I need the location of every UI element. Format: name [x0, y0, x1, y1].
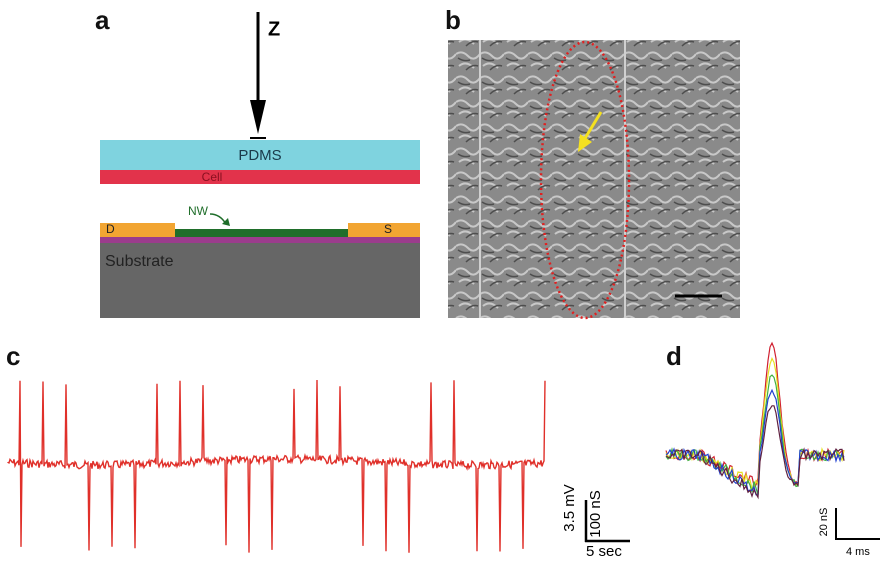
layer-label: D	[106, 222, 115, 236]
scale-label: 4 ms	[846, 546, 870, 558]
scale-label: 3.5 mV	[561, 484, 578, 532]
overlay-trace	[666, 343, 844, 486]
recording-trace	[8, 380, 545, 553]
panel-a: a Z PDMS Cell D S NW Substrate	[95, 5, 420, 318]
panel-b: b	[445, 5, 740, 318]
panel-label: d	[666, 341, 682, 371]
layer-label: Substrate	[105, 253, 174, 270]
axis-label: Z	[268, 18, 280, 40]
micrograph	[448, 40, 740, 318]
scale-label: 5 sec	[586, 543, 622, 560]
figure: a Z PDMS Cell D S NW Substrate b c	[0, 0, 890, 562]
arrow-head	[250, 100, 266, 134]
layer-label: S	[384, 222, 392, 236]
panel-d: d 20 nS 4 ms	[666, 341, 880, 558]
panel-label: c	[6, 341, 20, 371]
panel-label: a	[95, 5, 110, 35]
overlay-trace	[666, 359, 844, 490]
layer-label: NW	[188, 204, 209, 218]
layer-label: PDMS	[238, 147, 281, 164]
insulator	[100, 237, 420, 243]
panel-label: b	[445, 5, 461, 35]
scale-label: 20 nS	[818, 508, 830, 537]
nanowire	[175, 229, 348, 237]
overlay-trace	[666, 390, 844, 495]
panel-c: c 3.5 mV 100 nS 5 sec	[6, 341, 630, 560]
scale-label: 100 nS	[587, 490, 604, 538]
layer-label: Cell	[202, 170, 223, 184]
cell-layer	[100, 170, 420, 184]
overlay-trace	[666, 375, 844, 495]
